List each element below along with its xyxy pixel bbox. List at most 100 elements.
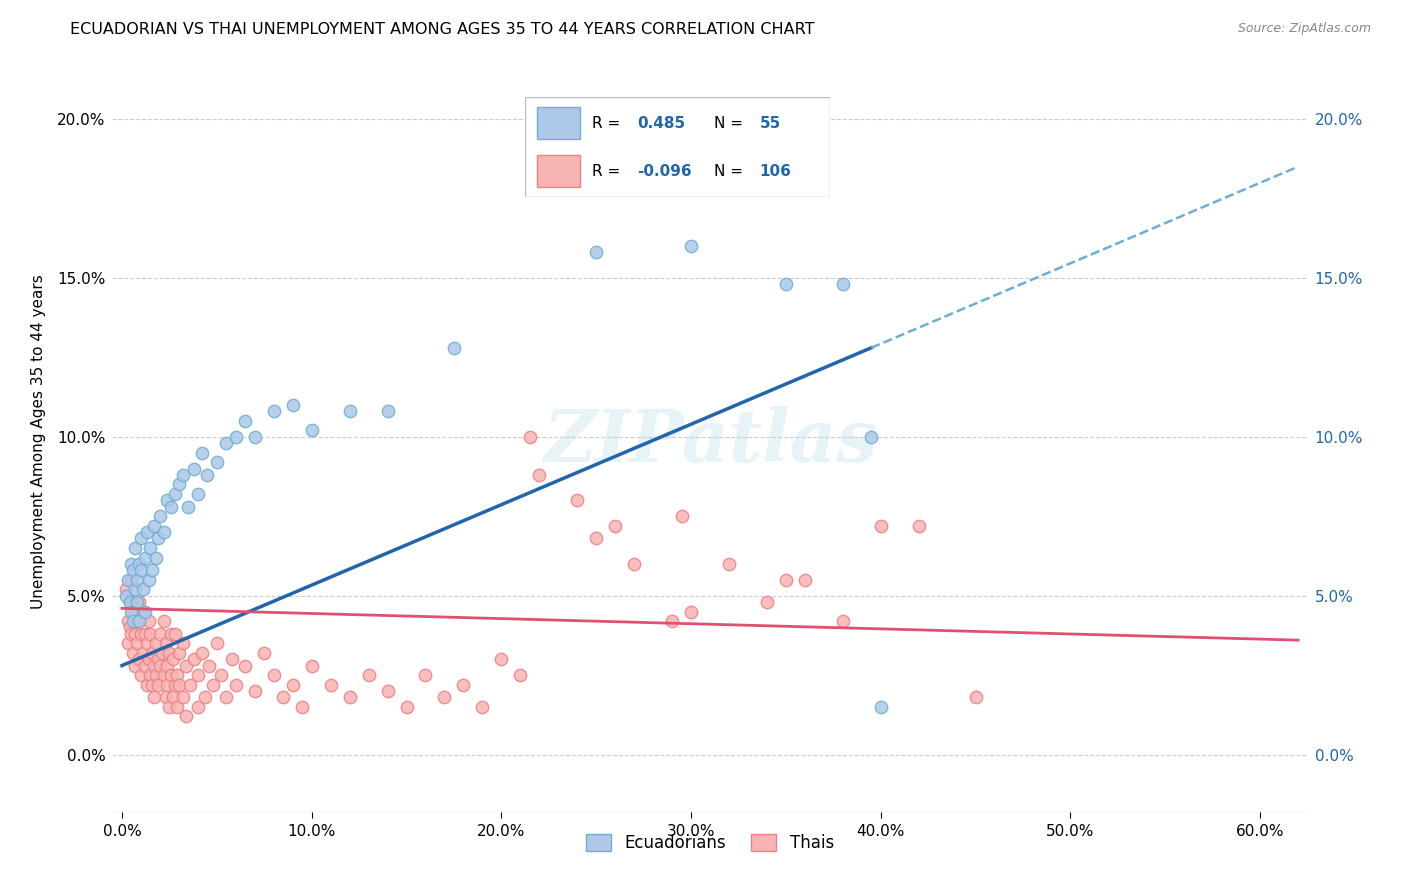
Point	[202, 678, 225, 692]
Point	[156, 493, 179, 508]
Point	[157, 699, 180, 714]
Point	[127, 595, 149, 609]
Point	[187, 699, 209, 714]
Point	[209, 668, 232, 682]
Point	[860, 430, 883, 444]
Point	[134, 605, 156, 619]
Point	[129, 627, 152, 641]
Point	[187, 487, 209, 501]
Point	[205, 455, 228, 469]
Point	[157, 646, 180, 660]
Point	[160, 500, 183, 514]
Point	[160, 627, 183, 641]
Point	[176, 709, 198, 723]
Point	[141, 678, 163, 692]
Point	[433, 690, 456, 705]
Point	[167, 678, 190, 692]
Point	[198, 658, 221, 673]
Point	[831, 614, 853, 628]
Point	[134, 550, 156, 565]
Point	[138, 614, 160, 628]
Point	[132, 605, 155, 619]
Point	[127, 636, 149, 650]
Point	[263, 668, 285, 682]
Point	[135, 525, 157, 540]
Point	[165, 487, 187, 501]
Point	[623, 557, 645, 571]
Point	[139, 668, 162, 682]
Point	[195, 467, 218, 482]
Point	[233, 414, 256, 428]
Point	[160, 668, 183, 682]
Point	[253, 646, 276, 660]
Point	[127, 573, 149, 587]
Point	[443, 341, 465, 355]
Point	[129, 563, 152, 577]
Point	[166, 699, 188, 714]
Point	[263, 404, 285, 418]
Point	[681, 239, 703, 253]
Point	[156, 678, 179, 692]
Legend: Ecuadorians, Thais: Ecuadorians, Thais	[579, 828, 841, 859]
Point	[118, 595, 141, 609]
Point	[243, 684, 266, 698]
Point	[139, 541, 162, 555]
Point	[128, 652, 150, 666]
Point	[122, 614, 145, 628]
Point	[225, 678, 247, 692]
Point	[177, 500, 200, 514]
Point	[221, 652, 243, 666]
Point	[124, 541, 146, 555]
Point	[146, 678, 169, 692]
Point	[519, 430, 541, 444]
Point	[869, 518, 891, 533]
Point	[149, 658, 172, 673]
Point	[155, 690, 177, 705]
Point	[233, 658, 256, 673]
Text: ECUADORIAN VS THAI UNEMPLOYMENT AMONG AGES 35 TO 44 YEARS CORRELATION CHART: ECUADORIAN VS THAI UNEMPLOYMENT AMONG AG…	[70, 22, 815, 37]
Point	[717, 557, 740, 571]
Point	[114, 582, 136, 597]
Point	[907, 518, 929, 533]
Point	[165, 627, 187, 641]
Point	[152, 614, 174, 628]
Point	[661, 614, 683, 628]
Point	[120, 557, 142, 571]
Point	[176, 658, 198, 673]
Point	[187, 668, 209, 682]
Point	[301, 658, 323, 673]
Point	[281, 398, 304, 412]
Point	[120, 573, 142, 587]
Point	[567, 493, 589, 508]
Point	[681, 605, 703, 619]
Point	[143, 518, 166, 533]
Point	[291, 699, 314, 714]
Point	[167, 646, 190, 660]
Point	[162, 652, 184, 666]
Point	[301, 424, 323, 438]
Point	[225, 430, 247, 444]
Point	[281, 678, 304, 692]
Point	[134, 658, 156, 673]
Point	[117, 636, 139, 650]
Point	[118, 620, 141, 634]
Point	[132, 646, 155, 660]
Point	[120, 605, 142, 619]
Point	[775, 573, 797, 587]
Point	[132, 582, 155, 597]
Point	[122, 563, 145, 577]
Point	[124, 658, 146, 673]
Point	[194, 690, 217, 705]
Point	[377, 404, 399, 418]
Point	[172, 636, 194, 650]
Point	[869, 699, 891, 714]
Point	[155, 636, 177, 650]
Point	[453, 678, 475, 692]
Point	[357, 668, 380, 682]
Point	[190, 646, 212, 660]
Point	[243, 430, 266, 444]
Point	[122, 646, 145, 660]
Point	[127, 614, 149, 628]
Point	[671, 509, 693, 524]
Point	[755, 595, 778, 609]
